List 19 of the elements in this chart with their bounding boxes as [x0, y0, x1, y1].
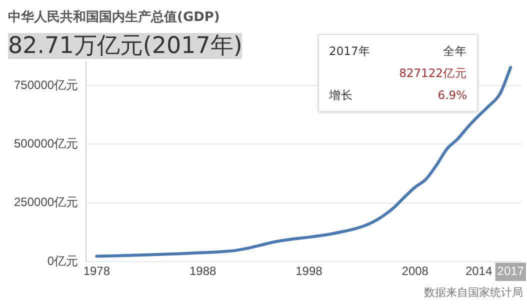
y-tick-label: 750000亿元: [14, 78, 78, 92]
x-tick-label: 2017: [497, 264, 524, 278]
text: 全年: [443, 44, 467, 59]
annotation: 6.9%: [438, 88, 467, 102]
chart-title: 中华人民共和国国内生产总值(GDP): [8, 8, 220, 26]
text: 数据来自国家统计局: [424, 285, 523, 300]
chart-subtitle: 82.71万亿元(2017年): [8, 33, 242, 59]
y-tick-label: 250000亿元: [14, 195, 78, 210]
x-tick-label: 2014: [465, 264, 492, 278]
x-tick-label: 1998: [296, 264, 323, 278]
line-series: [95, 66, 512, 258]
text: 2017年: [329, 44, 370, 59]
x-tick-label: 2008: [402, 264, 429, 278]
annotation: 增长: [329, 88, 353, 103]
annotation: 827122亿元: [399, 66, 467, 81]
x-tick-label: 1978: [83, 264, 110, 278]
y-tick-label: 500000亿元: [14, 136, 78, 150]
x-tick-label: 1988: [189, 264, 216, 278]
y-tick-label: 0亿元: [47, 254, 78, 268]
